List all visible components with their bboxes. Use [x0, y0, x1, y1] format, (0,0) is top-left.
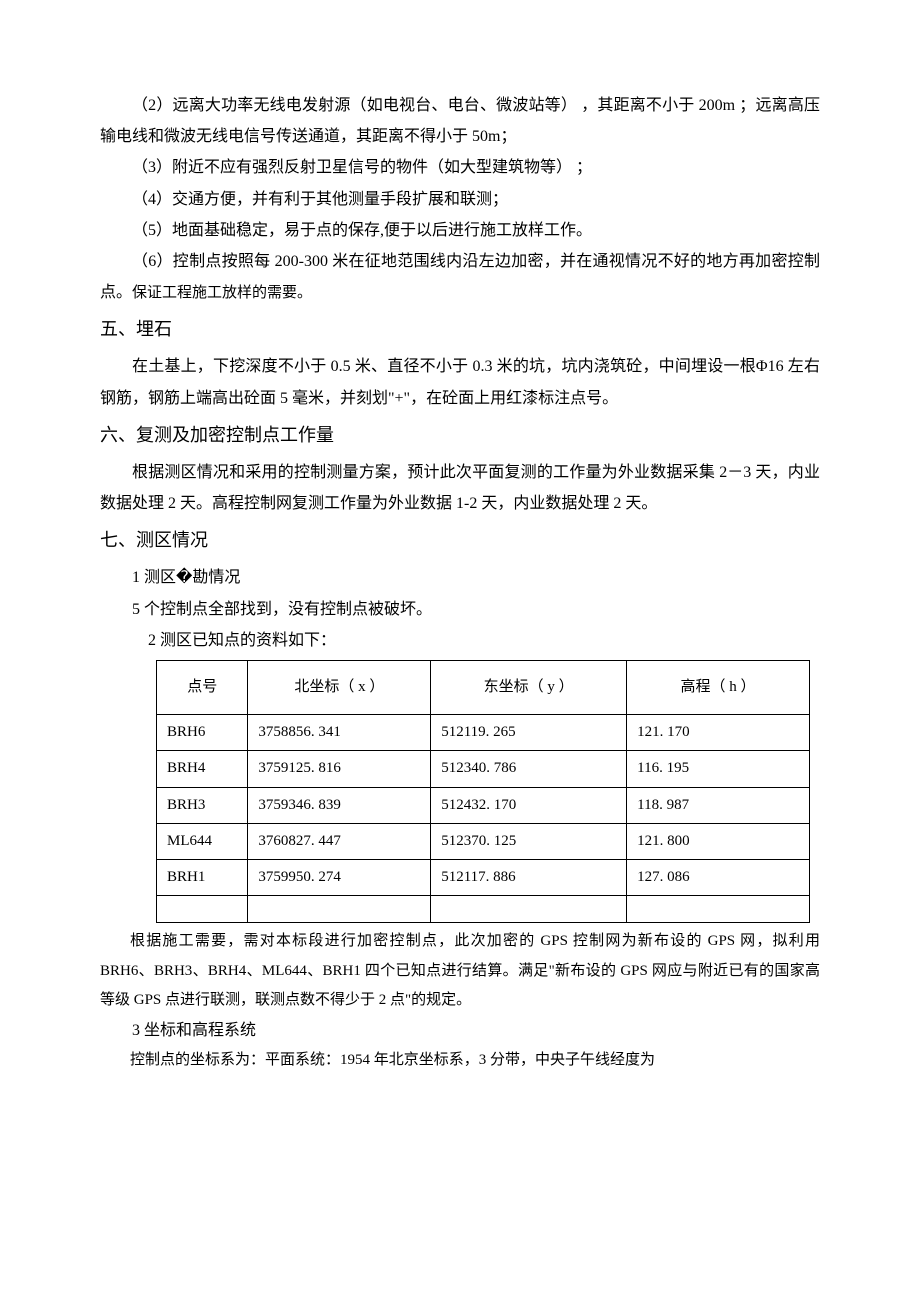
table-cell: 121. 800 — [627, 823, 810, 859]
table-cell — [431, 896, 627, 923]
col-header-id: 点号 — [157, 660, 248, 714]
heading-6: 六、复测及加密控制点工作量 — [100, 418, 820, 453]
para-6: （6）控制点按照每 200-300 米在征地范围线内沿左边加密，并在通视情况不好… — [100, 246, 820, 308]
table-cell: BRH6 — [157, 715, 248, 751]
col-header-north: 北坐标（ x ） — [248, 660, 431, 714]
table-cell: BRH3 — [157, 787, 248, 823]
para-gps-network: 根据施工需要，需对本标段进行加密控制点，此次加密的 GPS 控制网为新布设的 G… — [100, 927, 820, 1015]
known-points-table: 点号 北坐标（ x ） 东坐标（ y ） 高程（ h ） BRH63758856… — [156, 660, 810, 924]
col-header-elev: 高程（ h ） — [627, 660, 810, 714]
table-cell: 3759950. 274 — [248, 860, 431, 896]
table-cell: 127. 086 — [627, 860, 810, 896]
col-header-east: 东坐标（ y ） — [431, 660, 627, 714]
table-row — [157, 896, 810, 923]
para-4: （4）交通方便，并有利于其他测量手段扩展和联测； — [100, 184, 820, 215]
heading-7: 七、测区情况 — [100, 523, 820, 558]
subheading-3: 3 坐标和高程系统 — [100, 1015, 820, 1046]
para-coord-system: 控制点的坐标系为：平面系统：1954 年北京坐标系，3 分带，中央子午线经度为 — [100, 1046, 820, 1075]
table-row: BRH13759950. 274512117. 886127. 086 — [157, 860, 810, 896]
known-points-table-wrap: 点号 北坐标（ x ） 东坐标（ y ） 高程（ h ） BRH63758856… — [156, 660, 810, 924]
table-cell: 512117. 886 — [431, 860, 627, 896]
table-cell — [157, 896, 248, 923]
table-cell: 512432. 170 — [431, 787, 627, 823]
table-body: BRH63758856. 341512119. 265121. 170BRH43… — [157, 715, 810, 923]
table-header-row: 点号 北坐标（ x ） 东坐标（ y ） 高程（ h ） — [157, 660, 810, 714]
subheading-1: 1 测区�勘情况 — [100, 562, 820, 593]
table-row: BRH33759346. 839512432. 170118. 987 — [157, 787, 810, 823]
para-5: （5）地面基础稳定，易于点的保存,便于以后进行施工放样工作。 — [100, 215, 820, 246]
table-cell: BRH1 — [157, 860, 248, 896]
para-3: （3）附近不应有强烈反射卫星信号的物件（如大型建筑物等） ； — [100, 152, 820, 183]
para-workload: 根据测区情况和采用的控制测量方案，预计此次平面复测的工作量为外业数据采集 2－3… — [100, 457, 820, 519]
table-cell: 512340. 786 — [431, 751, 627, 787]
table-cell — [627, 896, 810, 923]
table-cell: 3759346. 839 — [248, 787, 431, 823]
para-6-tail: 保证工程施工放样的需要。 — [132, 285, 312, 301]
para-2: （2）远离大功率无线电发射源（如电视台、电台、微波站等） ，其距离不小于 200… — [100, 90, 820, 152]
table-row: BRH43759125. 816512340. 786116. 195 — [157, 751, 810, 787]
table-cell: 121. 170 — [627, 715, 810, 751]
para-buried-stone: 在土基上，下挖深度不小于 0.5 米、直径不小于 0.3 米的坑，坑内浇筑砼，中… — [100, 351, 820, 413]
table-cell: 118. 987 — [627, 787, 810, 823]
table-cell: 116. 195 — [627, 751, 810, 787]
table-cell: 3758856. 341 — [248, 715, 431, 751]
table-row: ML6443760827. 447512370. 125121. 800 — [157, 823, 810, 859]
heading-5: 五、埋石 — [100, 312, 820, 347]
sub-1-text: 5 个控制点全部找到，没有控制点被破坏。 — [100, 594, 820, 625]
table-cell: 512119. 265 — [431, 715, 627, 751]
table-cell: BRH4 — [157, 751, 248, 787]
table-cell — [248, 896, 431, 923]
subheading-2: 2 测区已知点的资料如下： — [100, 625, 820, 656]
table-row: BRH63758856. 341512119. 265121. 170 — [157, 715, 810, 751]
table-cell: 512370. 125 — [431, 823, 627, 859]
table-cell: 3760827. 447 — [248, 823, 431, 859]
table-cell: 3759125. 816 — [248, 751, 431, 787]
table-cell: ML644 — [157, 823, 248, 859]
